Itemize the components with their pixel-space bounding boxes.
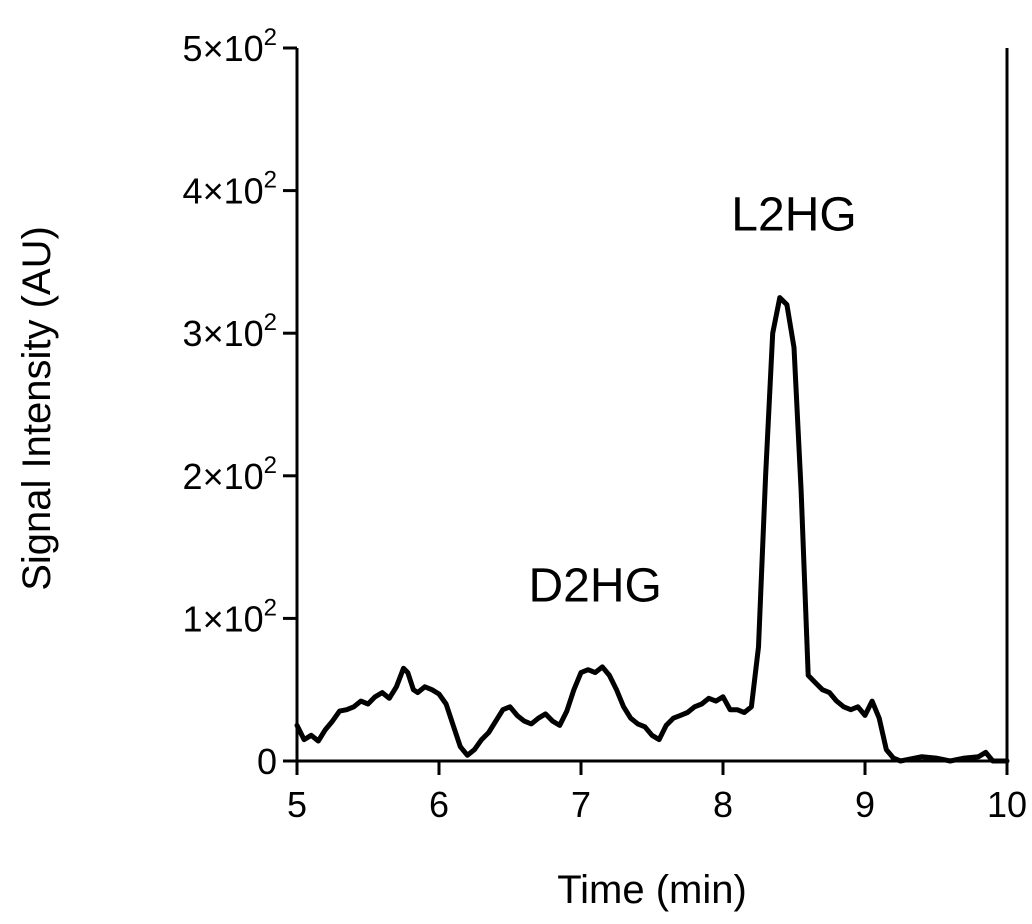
peak-annotations: D2HG L2HG: [529, 189, 857, 613]
x-tick-label: 6: [429, 784, 449, 825]
peak-label: L2HG: [731, 189, 856, 242]
x-tick-label: 9: [855, 784, 875, 825]
peak-label: D2HG: [529, 559, 662, 612]
y-tick-label: 4×102: [183, 167, 277, 212]
chart-axes: [295, 48, 1009, 763]
y-tick-label: 1×102: [183, 594, 277, 639]
x-tick-label: 7: [571, 784, 591, 825]
y-ticks: 0 1×102 2×102 3×102 4×102 5×102: [183, 24, 297, 782]
signal-series-line: [294, 295, 1010, 764]
y-tick-label: 0: [257, 741, 277, 782]
y-tick-label: 3×102: [183, 309, 277, 354]
y-axis-title: Signal Intensity (AU): [15, 226, 59, 591]
x-tick-label: 10: [987, 784, 1027, 825]
x-axis-title: Time (min): [557, 868, 747, 912]
y-tick-label: 5×102: [183, 24, 277, 69]
x-tick-label: 8: [713, 784, 733, 825]
y-tick-label: 2×102: [183, 452, 277, 497]
x-tick-label: 5: [287, 784, 307, 825]
x-ticks: 5 6 7 8 9 10: [287, 761, 1027, 825]
